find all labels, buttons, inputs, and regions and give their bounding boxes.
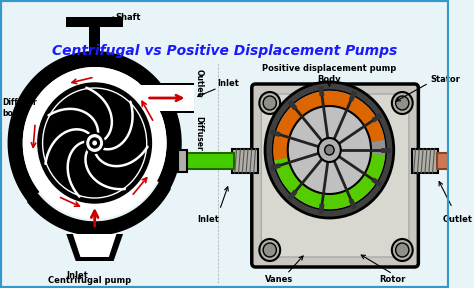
Circle shape xyxy=(90,138,100,148)
Circle shape xyxy=(259,92,280,114)
Text: Shaft: Shaft xyxy=(116,12,141,22)
Wedge shape xyxy=(273,91,384,160)
Text: Inlet: Inlet xyxy=(198,215,219,225)
Bar xyxy=(66,17,123,27)
Text: Diffuser: Diffuser xyxy=(194,115,203,150)
Circle shape xyxy=(263,243,276,257)
Bar xyxy=(412,149,438,173)
Bar xyxy=(438,153,474,169)
Bar xyxy=(184,153,234,169)
Circle shape xyxy=(38,83,152,203)
Circle shape xyxy=(92,141,97,145)
Text: Positive displacement pump: Positive displacement pump xyxy=(262,64,397,73)
Polygon shape xyxy=(28,183,170,235)
Circle shape xyxy=(265,82,394,218)
Bar xyxy=(89,23,100,53)
Circle shape xyxy=(85,133,104,153)
Circle shape xyxy=(396,96,409,110)
Text: Inlet: Inlet xyxy=(218,79,239,88)
FancyBboxPatch shape xyxy=(252,84,419,267)
Circle shape xyxy=(263,96,276,110)
Polygon shape xyxy=(66,234,123,261)
Bar xyxy=(123,83,194,113)
Circle shape xyxy=(392,239,413,261)
Wedge shape xyxy=(274,150,385,209)
Text: Centrifugal pump: Centrifugal pump xyxy=(48,276,131,285)
Circle shape xyxy=(325,145,334,155)
FancyBboxPatch shape xyxy=(261,94,409,257)
Polygon shape xyxy=(8,51,182,202)
Text: Vanes: Vanes xyxy=(265,276,293,285)
Text: Diffuser
body: Diffuser body xyxy=(2,98,36,118)
Bar xyxy=(232,149,258,173)
Polygon shape xyxy=(73,234,117,257)
Circle shape xyxy=(396,243,409,257)
Bar xyxy=(178,150,187,172)
Text: Rotor: Rotor xyxy=(380,276,406,285)
Text: Centrifugal vs Positive Displacement Pumps: Centrifugal vs Positive Displacement Pum… xyxy=(52,44,397,58)
Text: Outlet: Outlet xyxy=(443,215,473,225)
Circle shape xyxy=(273,90,386,210)
Bar xyxy=(125,85,194,111)
Circle shape xyxy=(259,239,280,261)
Circle shape xyxy=(318,138,341,162)
Circle shape xyxy=(392,92,413,114)
Circle shape xyxy=(288,106,371,194)
Text: Body: Body xyxy=(318,75,341,84)
Text: Stator: Stator xyxy=(431,75,461,84)
Text: Outlet: Outlet xyxy=(194,69,203,96)
Text: Inlet: Inlet xyxy=(67,272,89,281)
Circle shape xyxy=(23,67,166,219)
